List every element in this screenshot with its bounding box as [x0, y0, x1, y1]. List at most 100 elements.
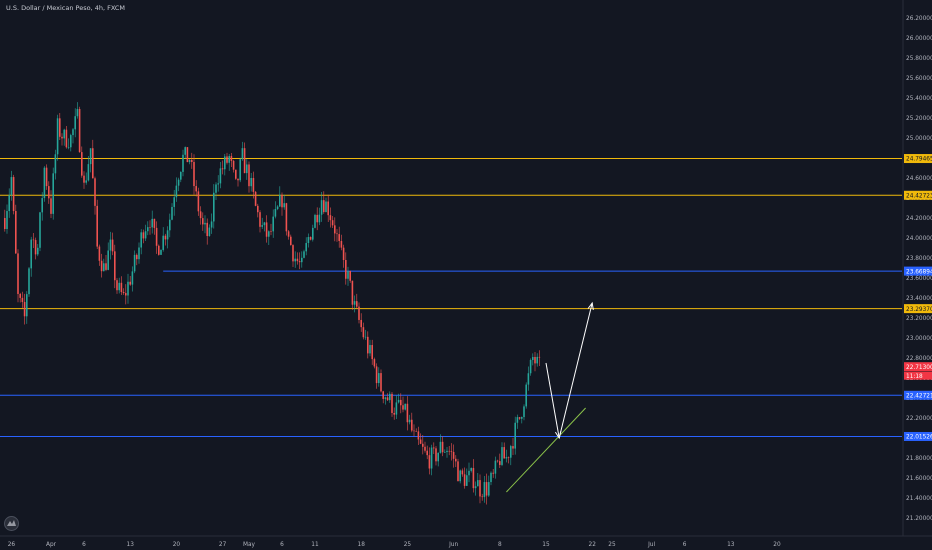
candle-body	[283, 203, 285, 208]
candle-body	[426, 450, 428, 456]
candle-body	[435, 448, 437, 462]
candle-body	[140, 232, 142, 248]
candle-body	[499, 461, 501, 465]
candle-body	[169, 219, 171, 231]
candle-body	[406, 403, 409, 423]
candle-body	[26, 294, 28, 317]
x-tick-label: 8	[498, 542, 502, 548]
candle-body	[114, 251, 116, 281]
candle-body	[336, 233, 338, 235]
candle-body	[470, 468, 472, 471]
candle-body	[202, 218, 204, 225]
candle-body	[100, 260, 103, 272]
candle-body	[65, 129, 68, 148]
x-tick-label: 13	[727, 542, 735, 548]
candle-body	[391, 393, 393, 413]
candle-body	[338, 234, 340, 241]
candle-body	[147, 227, 149, 232]
tradingview-logo-icon[interactable]	[4, 516, 19, 531]
candle-body	[23, 302, 26, 317]
candle-body	[48, 186, 50, 199]
candle-body	[70, 135, 72, 148]
candle-body	[78, 109, 81, 153]
candle-body	[151, 218, 153, 228]
candle-body	[239, 159, 241, 181]
candle-body	[149, 227, 151, 228]
candle-body	[364, 336, 367, 338]
candle-body	[125, 293, 127, 296]
candle-body	[536, 356, 538, 364]
candle-body	[103, 263, 105, 272]
candle-body	[120, 282, 123, 292]
candle-body	[461, 470, 464, 475]
level-tag-resistance-3	[904, 304, 932, 314]
candle-body	[329, 215, 332, 221]
candle-body	[287, 231, 290, 237]
candle-body	[96, 205, 98, 247]
candle-body	[294, 258, 296, 262]
candle-body	[98, 246, 101, 261]
x-tick-label: 25	[608, 542, 616, 548]
countdown-tag	[904, 371, 932, 380]
candle-body	[384, 397, 387, 399]
candle-body	[107, 250, 109, 270]
candle-body	[197, 191, 200, 212]
candle-body	[441, 441, 444, 453]
candle-body	[538, 356, 541, 358]
candle-body	[226, 156, 228, 163]
candle-body	[331, 220, 334, 226]
chart-title: U.S. Dollar / Mexican Peso, 4h, FXCM	[6, 4, 125, 12]
candle-body	[525, 384, 527, 407]
x-tick-label: 6	[683, 542, 687, 548]
candle-body	[17, 253, 19, 294]
y-tick-label: 26.20000	[906, 16, 932, 22]
candle-body	[422, 443, 424, 447]
level-tag-support-blue-2-label: 22.42721	[906, 393, 932, 399]
trendline[interactable]	[506, 407, 586, 493]
candle-body	[76, 109, 79, 117]
candle-body	[184, 147, 186, 155]
candle-body	[72, 129, 74, 136]
candle-body	[237, 178, 239, 181]
candle-body	[219, 168, 222, 184]
candle-body	[395, 402, 398, 415]
level-tag-resistance-2-label: 24.42723	[906, 193, 932, 199]
candle-body	[503, 447, 505, 459]
candle-body	[510, 446, 512, 458]
candle-body	[408, 419, 411, 423]
y-tick-label: 21.60000	[906, 476, 932, 482]
candle-body	[30, 239, 32, 269]
candle-body	[479, 480, 481, 497]
candle-body	[248, 164, 250, 187]
candle-body	[6, 211, 8, 229]
y-tick-label: 21.20000	[906, 516, 932, 522]
x-tick-label: 27	[219, 542, 227, 548]
candle-body	[116, 280, 118, 291]
y-tick-label: 25.20000	[906, 116, 932, 122]
candle-body	[323, 200, 325, 213]
x-tick-label: Jun	[448, 542, 458, 548]
candle-body	[67, 147, 70, 148]
candle-body	[217, 183, 219, 185]
candle-body	[356, 301, 358, 307]
candle-body	[481, 496, 483, 498]
candle-body	[61, 136, 63, 139]
arrow-up-line[interactable]	[558, 302, 593, 439]
arrow-down-line[interactable]	[545, 362, 560, 439]
candles	[4, 102, 541, 505]
candle-body	[164, 235, 167, 240]
level-tag-resistance-1-label: 24.79465	[906, 157, 932, 163]
candle-body	[457, 461, 459, 482]
candle-body	[37, 247, 39, 255]
current-price-tag	[904, 362, 932, 372]
candle-body	[452, 451, 455, 459]
candle-body	[8, 195, 10, 212]
candle-body	[303, 251, 305, 258]
candle-body	[400, 399, 402, 406]
candle-body	[455, 458, 457, 462]
candle-body	[507, 457, 510, 458]
candle-body	[448, 450, 450, 452]
candle-body	[41, 198, 43, 213]
candle-body	[459, 470, 461, 482]
